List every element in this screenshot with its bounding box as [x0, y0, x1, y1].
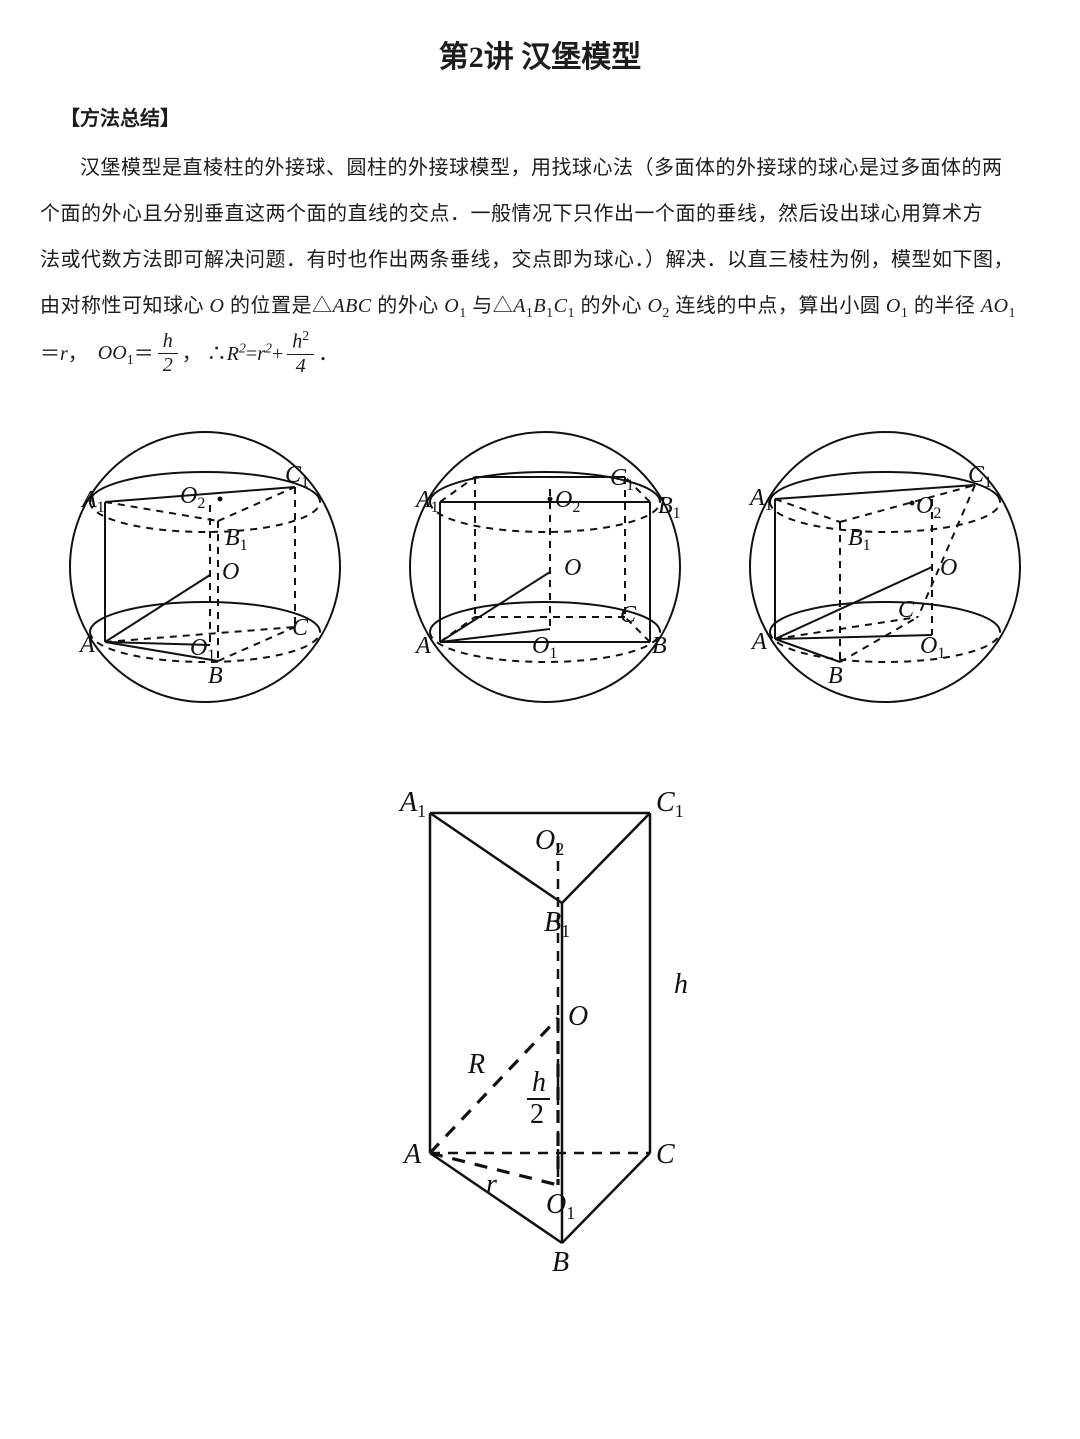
- svg-text:A1: A1: [414, 487, 439, 516]
- prism-diagram: A1 C1 O2 B1 h O R h 2 A C r O1 B: [40, 753, 1040, 1288]
- svg-text:B1: B1: [225, 525, 248, 554]
- svg-text:O1: O1: [532, 633, 557, 662]
- svg-text:B1: B1: [848, 525, 871, 554]
- svg-text:h: h: [674, 969, 688, 1000]
- formula-line: ＝r， OO1＝ h2 ， ∴ R2 = r2 + h24 ．: [40, 330, 1040, 377]
- svg-text:C: C: [898, 597, 915, 623]
- svg-text:A: A: [750, 629, 767, 655]
- svg-text:A: A: [402, 1139, 422, 1170]
- svg-text:C: C: [620, 602, 637, 628]
- svg-text:A1: A1: [748, 485, 773, 514]
- svg-text:O1: O1: [920, 633, 945, 662]
- svg-text:O: O: [564, 555, 581, 581]
- section-heading: 【方法总结】: [40, 102, 1040, 131]
- svg-text:B: B: [552, 1247, 569, 1278]
- svg-text:R: R: [467, 1049, 485, 1080]
- svg-text:B: B: [208, 663, 223, 689]
- sphere-diagram-3: A1 C1 O2 B1 O A B C O1: [720, 417, 1050, 717]
- svg-text:O2: O2: [180, 483, 205, 512]
- svg-text:r: r: [486, 1169, 497, 1200]
- page-title: 第2讲 汉堡模型: [40, 32, 1040, 76]
- paragraph-line-2: 个面的外心且分别垂直这两个面的直线的交点．一般情况下只作出一个面的垂线，然后设出…: [40, 191, 1040, 237]
- sphere-diagram-2: A1 O2 C1 B1 O A O1 B C: [380, 417, 710, 717]
- svg-text:O2: O2: [535, 825, 564, 859]
- sphere-diagram-row: A1 O2 C1 B1 O A O1 B C: [40, 417, 1050, 717]
- paragraph-line-1: 汉堡模型是直棱柱的外接球、圆柱的外接球模型，用找球心法（多面体的外接球的球心是过…: [40, 145, 1040, 191]
- svg-text:A: A: [414, 633, 431, 659]
- sphere-diagram-1: A1 O2 C1 B1 O A O1 B C: [40, 417, 370, 717]
- svg-text:B1: B1: [658, 493, 681, 522]
- svg-text:C: C: [292, 615, 309, 641]
- svg-text:C1: C1: [656, 787, 684, 821]
- svg-text:C: C: [656, 1139, 675, 1170]
- paragraph-line-4: 由对称性可知球心 O 的位置是△ABC 的外心 O1 与△A1B1C1 的外心 …: [40, 283, 1040, 330]
- svg-text:O1: O1: [546, 1189, 575, 1223]
- svg-text:O: O: [568, 1001, 588, 1032]
- svg-text:O1: O1: [190, 635, 215, 664]
- svg-text:A1: A1: [80, 487, 105, 516]
- svg-text:B: B: [652, 633, 667, 659]
- svg-text:O: O: [222, 559, 239, 585]
- svg-text:A1: A1: [398, 787, 426, 821]
- svg-text:h: h: [532, 1067, 546, 1098]
- svg-text:B1: B1: [544, 907, 570, 941]
- svg-text:O: O: [940, 555, 957, 581]
- svg-text:2: 2: [530, 1099, 544, 1130]
- svg-text:O2: O2: [916, 493, 941, 522]
- svg-text:B: B: [828, 663, 843, 689]
- svg-text:O2: O2: [555, 487, 580, 516]
- svg-text:C1: C1: [968, 462, 992, 491]
- svg-text:A: A: [78, 632, 95, 658]
- svg-text:C1: C1: [610, 465, 634, 494]
- paragraph-line-3: 法或代数方法即可解决问题．有时也作出两条垂线，交点即为球心．）解决．以直三棱柱为…: [40, 237, 1040, 283]
- svg-text:C1: C1: [285, 462, 309, 491]
